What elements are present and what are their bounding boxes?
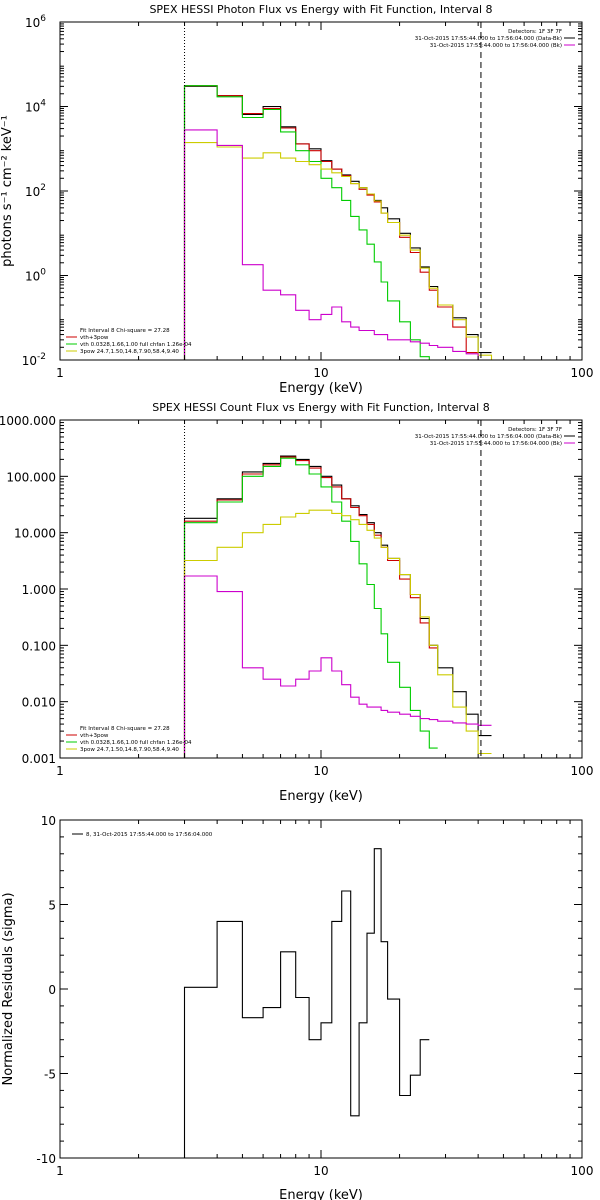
count-flux-title: SPEX HESSI Count Flux vs Energy with Fit… — [152, 401, 489, 414]
photon-flux-series-3pow — [183, 142, 493, 360]
count-flux-legend-bottom-left-entry: vth 0.0328,1.66,1.00 full chfan 1.26e-04 — [80, 740, 192, 746]
photon-flux-series-vth-3pow — [183, 85, 479, 360]
photon-flux-title: SPEX HESSI Photon Flux vs Energy with Fi… — [149, 3, 492, 16]
photon-flux-legend-bottom-left-entry: vth 0.0328,1.66,1.00 full chfan 1.26e-04 — [80, 342, 192, 348]
residuals-y-tick-label: 10 — [41, 814, 56, 828]
residuals-x-tick-label: 1 — [56, 1164, 64, 1178]
count-flux-y-tick-label: 100.000 — [6, 470, 56, 484]
photon-flux-x-tick-label: 1 — [56, 366, 64, 380]
photon-flux-x-axis-label: Energy (keV) — [279, 381, 363, 396]
count-flux-x-tick-label: 10 — [313, 764, 328, 778]
photon-flux-y-axis-label: photons s⁻¹ cm⁻² keV⁻¹ — [0, 115, 15, 267]
residuals-series-series — [183, 848, 430, 1158]
residuals-y-tick-label: 5 — [48, 899, 56, 913]
photon-flux-series — [183, 85, 493, 360]
photon-flux-legend-bottom-left-entry: Fit Interval 8 Chi-square = 27.28 — [80, 328, 170, 334]
count-flux-x-tick-label: 1 — [56, 764, 64, 778]
residuals-y-axis-label: Normalized Residuals (sigma) — [1, 892, 16, 1085]
count-flux-legend-bottom-left-entry: 3pow 24.7,1.50,14.8,7.90,58.4,9.40 — [80, 747, 179, 753]
photon-flux-y-tick-label: 102 — [25, 183, 46, 199]
count-flux-series-bk — [183, 575, 492, 758]
residuals-series — [183, 848, 430, 1158]
photon-flux-series-data-bk — [183, 85, 492, 360]
count-flux-y-tick-label: 0.001 — [22, 752, 56, 766]
residuals-y-tick-label: 0 — [48, 983, 56, 997]
count-flux-panel: SPEX HESSI Count Flux vs Energy with Fit… — [0, 401, 593, 804]
residuals-y-tick-label: -10 — [36, 1152, 56, 1166]
residuals-y-tick-label: -5 — [44, 1068, 56, 1082]
photon-flux-y-tick-label: 100 — [25, 268, 46, 284]
photon-flux-legend-top-right-entry: 31-Oct-2015 17:55:44.000 to 17:56:04.000… — [430, 43, 562, 49]
count-flux-legend-bottom-left-entry: vth+3pow — [80, 733, 109, 739]
count-flux-y-tick-label: 1.000 — [22, 583, 56, 597]
photon-flux-ticks: 1 10 100 10-2 100 102 104 106 — [22, 14, 594, 380]
count-flux-series-data-bk — [183, 455, 492, 758]
residuals-x-tick-label: 100 — [571, 1164, 594, 1178]
count-flux-y-tick-label: 0.010 — [22, 696, 56, 710]
count-flux-vlines — [184, 420, 482, 758]
residuals-legend-top-left-entry: 8, 31-Oct-2015 17:55:44.000 to 17:56:04.… — [86, 832, 213, 838]
count-flux-series-vth — [183, 457, 438, 758]
count-flux-x-axis-label: Energy (keV) — [279, 789, 363, 804]
residuals-panel: 1 10 100 -10 -5 0 5 10 Energy (keV) Normalized … — [1, 814, 593, 1200]
count-flux-x-tick-label: 100 — [571, 764, 594, 778]
photon-flux-legend-top-right-entry: Detectors: 1F 3F 7F — [508, 29, 562, 35]
photon-flux-legend-bottom-left-entry: vth+3pow — [80, 335, 109, 341]
photon-flux-legend-bottom-left-entry: 3pow 24.7,1.50,14.8,7.90,58.4,9.40 — [80, 349, 179, 355]
count-flux-y-tick-label: 1000.000 — [0, 414, 56, 428]
photon-flux-y-tick-label: 104 — [25, 99, 46, 115]
count-flux-series — [183, 455, 492, 758]
residuals-frame — [59, 819, 583, 1159]
count-flux-legend-bottom-left-entry: Fit Interval 8 Chi-square = 27.28 — [80, 726, 170, 732]
count-flux-y-tick-label: 0.100 — [22, 639, 56, 653]
photon-flux-series-vth — [183, 85, 430, 360]
count-flux-ticks: 1 10 100 0.001 0.010 0.100 1.000 10.000 100.000 1… — [0, 414, 593, 778]
photon-flux-frame — [59, 21, 583, 361]
photon-flux-y-tick-label: 10-2 — [22, 352, 46, 368]
photon-flux-y-tick-label: 106 — [25, 14, 46, 30]
count-flux-legend-top-right-entry: Detectors: 1F 3F 7F — [508, 427, 562, 433]
residuals-x-axis-label: Energy (keV) — [279, 1188, 363, 1200]
photon-flux-legend-top-right-entry: 31-Oct-2015 17:55:44.000 to 17:56:04.000… — [415, 36, 562, 42]
photon-flux-vlines — [184, 22, 482, 360]
residuals-legend: 8, 31-Oct-2015 17:55:44.000 to 17:56:04.… — [72, 832, 213, 838]
photon-flux-x-tick-label: 10 — [313, 366, 328, 380]
count-flux-legend-top-right-entry: 31-Oct-2015 17:55:44.000 to 17:56:04.000… — [415, 434, 562, 440]
photon-flux-panel: SPEX HESSI Photon Flux vs Energy with Fi… — [0, 3, 594, 396]
count-flux-series-3pow — [183, 509, 492, 758]
photon-flux-x-tick-label: 100 — [571, 366, 594, 380]
count-flux-legend-top-right-entry: 31-Oct-2015 17:55:44.000 to 17:56:04.000… — [430, 441, 562, 447]
count-flux-y-tick-label: 10.000 — [14, 527, 56, 541]
residuals-ticks: 1 10 100 -10 -5 0 5 10 — [36, 814, 593, 1178]
photon-flux-series-bk — [183, 129, 479, 360]
residuals-x-tick-label: 10 — [313, 1164, 328, 1178]
